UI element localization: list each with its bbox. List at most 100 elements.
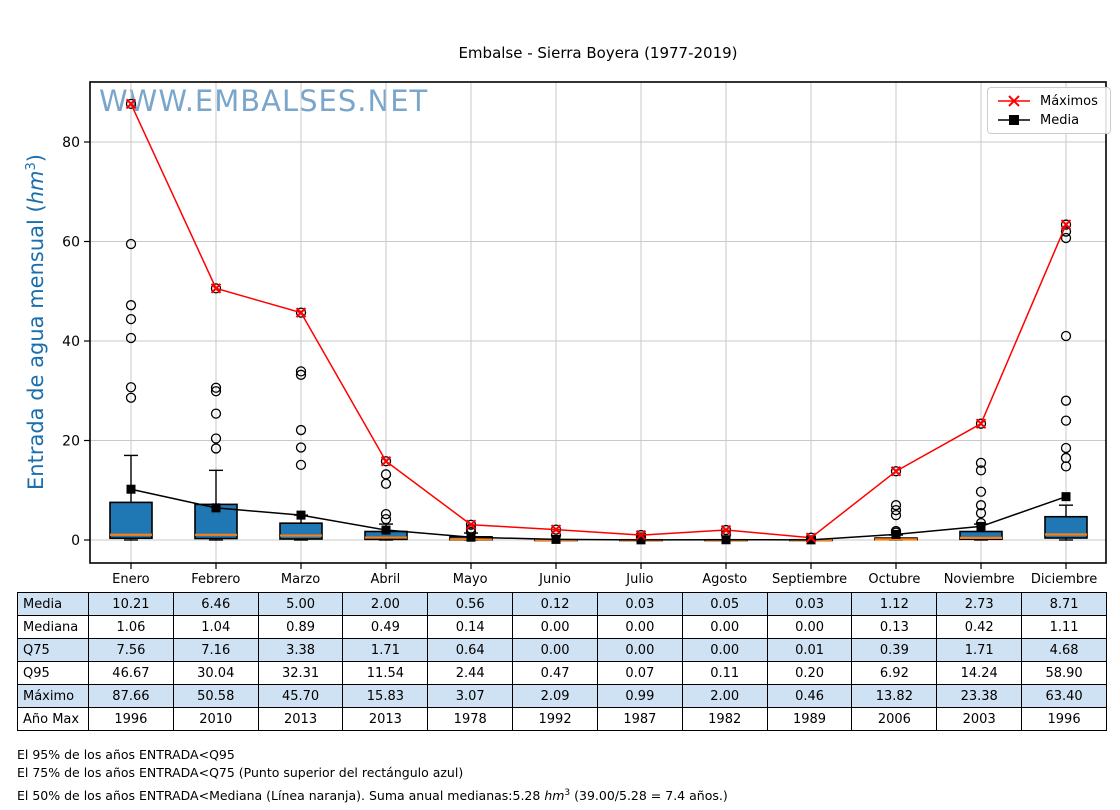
legend: Máximos Media	[987, 87, 1111, 134]
outlier-point	[210, 386, 222, 397]
plot-border	[89, 81, 1107, 564]
footnote-mediana-sup: 3	[564, 788, 571, 798]
table-cell: 1.11	[1021, 615, 1107, 639]
media-marker	[806, 535, 816, 545]
maximos-marker	[720, 524, 732, 536]
box-noviembre	[959, 530, 1003, 541]
y-tick-label: 40	[62, 334, 80, 350]
boxplot-chart: 0 20 40 60 80	[62, 81, 1107, 569]
month-label: Marzo	[280, 572, 321, 587]
outlier-point	[125, 313, 137, 325]
maximos-marker	[210, 283, 222, 294]
media-marker	[466, 532, 476, 542]
table-cell: 4.68	[1021, 638, 1107, 662]
outlier-point	[210, 443, 222, 454]
table-cell: 46.67	[88, 661, 174, 685]
outlier-point	[975, 486, 987, 497]
month-label: Enero	[112, 572, 150, 587]
table-cell: 0.99	[596, 684, 683, 708]
outlier-point	[1060, 461, 1072, 472]
y-tick-label: 0	[71, 533, 80, 549]
series-line-máximos	[130, 103, 1067, 539]
maximos-marker	[550, 524, 562, 535]
table-cell: 0.49	[342, 615, 429, 639]
table-cell: 0.00	[681, 615, 768, 639]
table-row-label: Q75	[17, 638, 89, 662]
outlier-point	[295, 366, 307, 377]
outlier-point	[890, 509, 902, 521]
table-cell: 3.38	[257, 638, 344, 662]
table-cell: 7.16	[172, 638, 259, 662]
y-tick-label: 80	[62, 135, 80, 151]
table-cell: 2.44	[427, 661, 514, 685]
table-cell: 0.64	[427, 638, 514, 662]
table-cell: 0.39	[851, 638, 938, 662]
table-cell: 0.46	[766, 684, 853, 708]
outlier-point	[975, 507, 987, 519]
table-row: Mediana 1.06 1.04 0.89 0.49 0.14 0.00 0.00 0.00 0…	[17, 615, 1107, 639]
outlier-point	[295, 307, 307, 318]
legend-label: Media	[1040, 112, 1080, 128]
maximos-marker	[125, 98, 137, 110]
outlier-point	[975, 418, 987, 429]
table-cell: 50.58	[172, 684, 259, 708]
table-cell: 0.00	[596, 615, 683, 639]
table-cell: 1989	[766, 707, 853, 731]
month-label: Agosto	[702, 572, 748, 587]
table-cell: 1996	[1021, 707, 1107, 731]
table-cell: 30.04	[172, 661, 259, 685]
table-cell: 1.71	[936, 638, 1023, 662]
table-cell: 2.73	[936, 592, 1023, 616]
table-cell: 0.00	[681, 638, 768, 662]
maximos-marker	[465, 519, 477, 530]
table-cell: 0.20	[766, 661, 853, 685]
table-row-label: Q95	[17, 661, 89, 685]
table-cell: 45.70	[257, 684, 344, 708]
outlier-point	[380, 508, 392, 520]
media-marker	[1061, 492, 1071, 502]
table-cell: 0.11	[681, 661, 768, 685]
outlier-point	[210, 408, 222, 419]
table-cell: 1978	[427, 707, 514, 731]
legend-swatch-square-line-icon	[998, 115, 1030, 125]
footnote-mediana-unit: hm	[544, 788, 565, 804]
table-cell: 15.83	[342, 684, 429, 708]
outlier-point	[1060, 395, 1072, 406]
table-cell: 1992	[512, 707, 598, 731]
footnotes: El 95% de los años ENTRADA<Q95 El 75% de…	[17, 746, 728, 805]
table-row: Media 10.21 6.46 5.00 2.00 0.56 0.12 0.03 0.05 0.…	[17, 592, 1107, 616]
table-row: Máximo 87.66 50.58 45.70 15.83 3.07 2.09 0.99 2.…	[17, 684, 1107, 708]
footnote-q75: El 75% de los años ENTRADA<Q75 (Punto su…	[17, 765, 464, 780]
month-label: Noviembre	[943, 572, 1015, 587]
footnote-mediana-tail: (39.00/5.28 = 7.4 años.)	[570, 788, 728, 804]
media-marker	[976, 521, 986, 531]
footnote-mediana-text: El 50% de los años ENTRADA<Mediana (Líne…	[17, 788, 545, 804]
media-marker	[891, 529, 901, 539]
outlier-point	[1060, 330, 1072, 342]
table-cell: 0.42	[936, 615, 1023, 639]
table-cell: 0.89	[257, 615, 344, 639]
y-tick-label: 20	[62, 434, 80, 450]
table-cell: 0.47	[512, 661, 598, 685]
table-cell: 1.06	[88, 615, 174, 639]
outlier-point	[890, 466, 902, 477]
table-cell: 2.00	[681, 684, 768, 708]
media-marker	[126, 484, 136, 494]
outlier-point	[1060, 219, 1072, 230]
table-cell: 1982	[681, 707, 768, 731]
month-label: Julio	[626, 572, 654, 587]
outlier-point	[295, 459, 307, 471]
footnote-q95: El 95% de los años ENTRADA<Q95	[17, 747, 235, 762]
table-cell: 2003	[936, 707, 1023, 731]
outlier-point	[975, 465, 987, 476]
table-cell: 14.24	[936, 661, 1023, 685]
outlier-point	[125, 382, 137, 393]
maximos-marker	[380, 456, 392, 467]
table-cell: 5.00	[257, 592, 344, 616]
table-row-label: Mediana	[17, 615, 89, 639]
table-cell: 1.04	[172, 615, 259, 639]
legend-swatch-x-line-icon	[998, 95, 1030, 107]
outlier-point	[1060, 415, 1072, 426]
table-cell: 2010	[172, 707, 259, 731]
